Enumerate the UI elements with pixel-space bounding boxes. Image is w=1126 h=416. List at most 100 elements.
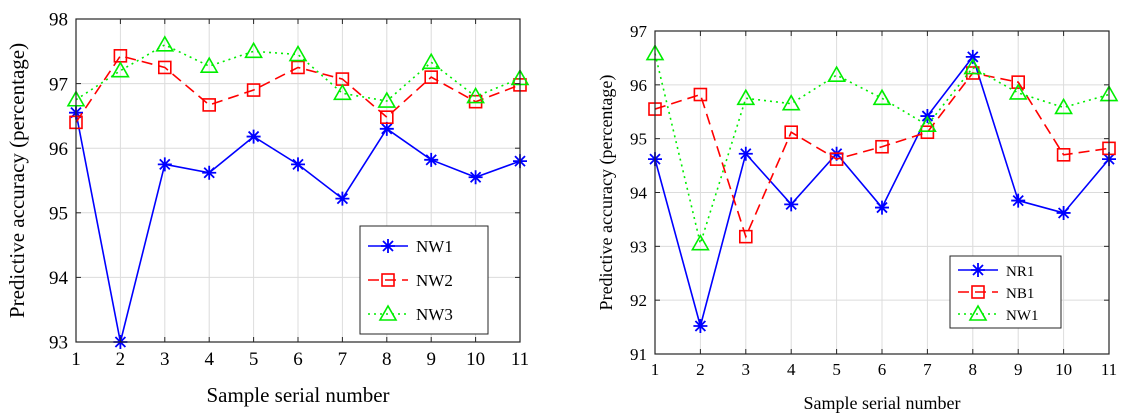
y-tick-label: 95 [630,130,647,149]
legend-item-nb1: NB1 [958,285,1034,302]
data-point [965,49,980,64]
data-point [291,157,305,172]
data-point [827,65,846,82]
data-point [424,152,439,167]
data-point [691,234,710,251]
legend-marker [971,263,985,277]
legend-label: NW1 [416,237,453,256]
x-tick-label: 3 [742,360,751,379]
data-point [291,60,305,75]
data-point [918,115,937,133]
y-tick-label: 94 [630,183,648,202]
data-point [872,88,892,106]
data-point [379,110,394,124]
x-tick-label: 6 [878,360,887,379]
data-point [1011,193,1026,208]
x-tick-label: 11 [1101,360,1117,379]
series-nw1 [69,105,527,349]
data-point [781,94,801,111]
y-axis-label: Predictive accuracy (percentage) [596,75,617,311]
x-tick-label: 2 [116,349,126,370]
data-point [468,170,483,185]
y-tick-label: 98 [49,10,68,31]
data-point [963,57,983,75]
x-tick-label: 6 [293,349,303,370]
data-point [246,129,261,144]
data-point [333,83,352,101]
x-axis-label: Sample serial number [206,383,389,407]
data-point [377,91,397,108]
series-nw2 [69,49,527,130]
legend-label: NW1 [1006,308,1039,324]
x-tick-label: 7 [923,360,932,379]
legend-marker [378,304,398,321]
x-tick-label: 11 [511,349,529,370]
y-tick-label: 97 [49,74,68,95]
y-tick-label: 94 [49,268,69,289]
legend-item-nw3: NW3 [368,304,453,324]
x-tick-label: 5 [832,360,841,379]
series-nw3 [66,35,530,108]
x-tick-label: 10 [466,349,485,370]
plot-1: 1 2 3 4 5 6 7 8 9 10 11 93 94 95 96 97 98 Sample serial n… [5,10,530,407]
data-point [875,139,889,154]
legend-item-nw1: NW1 [958,304,1039,324]
x-tick-label: 8 [969,360,978,379]
data-point [155,35,175,52]
x-tick-label: 4 [204,349,214,370]
data-point [199,56,219,73]
x-tick-label: 4 [787,360,796,379]
legend: NR1 NB1 NW1 [949,255,1062,329]
x-axis-label: Sample serial number [804,393,961,413]
legend-marker [381,273,395,287]
data-point [1056,205,1071,220]
x-tick-label: 9 [426,349,436,370]
x-tick-label: 7 [338,349,348,370]
data-point [1056,148,1071,162]
legend-marker [971,285,985,299]
data-point [379,121,394,136]
x-tick-label: 5 [249,349,259,370]
legend-item-nr1: NR1 [958,263,1034,280]
y-axis-label: Predictive accuracy (percentage) [5,43,29,318]
legend-item-nw1: NW1 [368,237,453,256]
data-point [738,146,753,161]
legend-label: NW3 [416,305,453,324]
y-tick-label: 93 [49,333,68,354]
x-tick-label: 1 [71,349,81,370]
data-point [157,157,172,172]
y-tick-label: 92 [630,291,647,310]
legend-label: NR1 [1006,264,1034,280]
data-point [111,61,130,78]
data-point [829,152,844,166]
data-point [1054,97,1073,115]
data-point [421,52,441,70]
data-point [288,44,308,62]
series-line [75,54,521,123]
y-tick-label: 97 [630,22,648,41]
y-tick-label: 95 [49,203,68,224]
data-point [784,125,799,140]
legend-marker [381,239,395,253]
series-line [75,43,521,102]
data-point [693,87,708,102]
data-point [335,191,350,206]
data-point [202,98,216,112]
data-point [244,41,263,59]
y-tick-label: 91 [630,345,647,364]
plot-2: 1 2 3 4 5 6 7 8 9 10 11 91 92 93 94 95 96 97 Sample serial… [596,22,1119,413]
data-point [202,165,217,180]
x-tick-label: 1 [651,360,660,379]
y-tick-label: 96 [49,139,68,160]
data-point [693,319,708,334]
legend: NW1 NW2 NW3 [359,225,489,335]
data-point [158,60,172,75]
data-point [466,86,485,104]
data-point [736,88,756,106]
data-point [875,200,889,215]
data-point [424,70,439,84]
x-tick-label: 2 [696,360,705,379]
y-tick-label: 96 [630,76,647,95]
data-point [920,125,935,140]
